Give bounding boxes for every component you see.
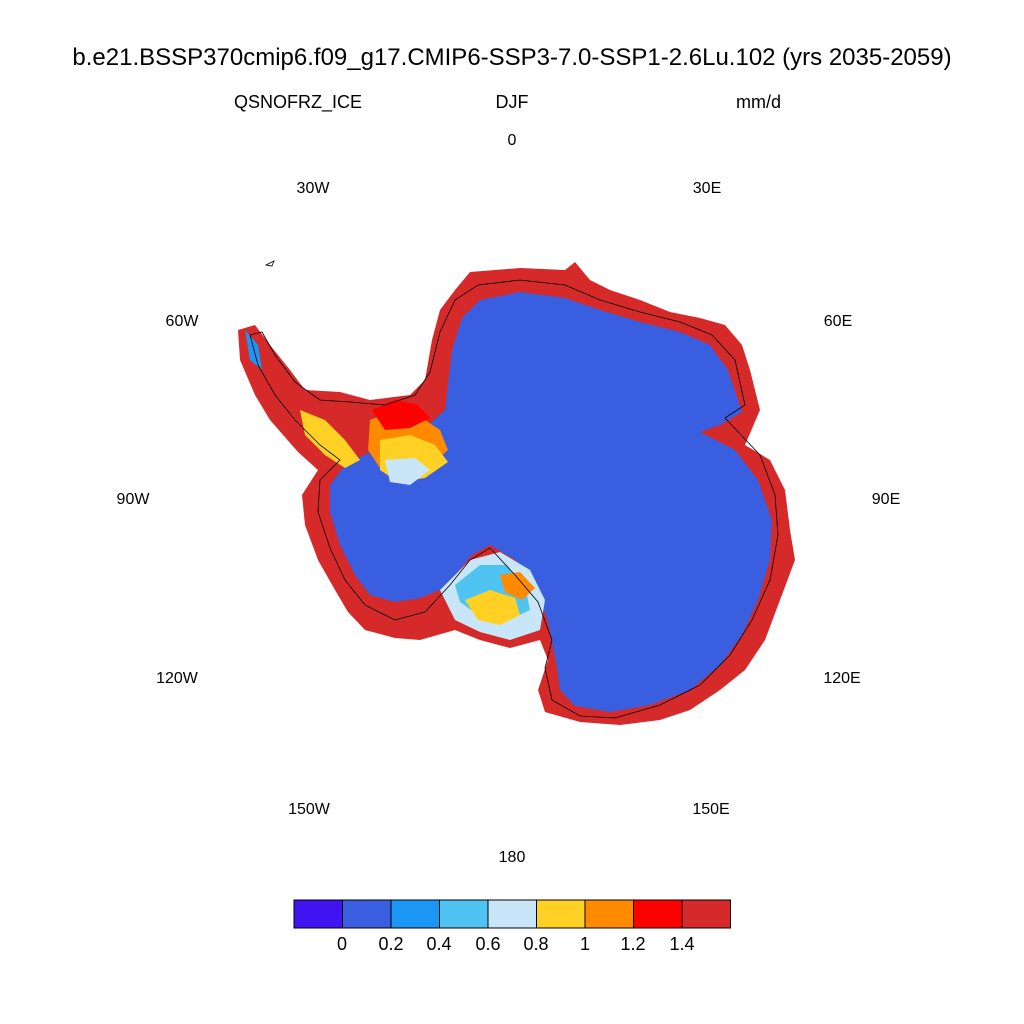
peninsula-inner [300, 410, 360, 468]
lon-label-120w: 120W [156, 670, 198, 687]
weddell-light [385, 458, 430, 485]
lon-label-30w: 30W [296, 180, 330, 197]
colorbar-label: 0 [336, 934, 348, 954]
lon-label-60w: 60W [165, 313, 199, 330]
colorbar-label: 0.6 [475, 934, 501, 954]
colorbar-label: 0.8 [523, 934, 549, 954]
ross-yellow [465, 590, 520, 625]
lon-label-60e: 60E [823, 313, 853, 330]
ross-orange [500, 572, 535, 600]
island-outline [264, 260, 275, 267]
peninsula-blue [245, 330, 262, 370]
lon-label-0: 0 [507, 132, 517, 149]
lon-label-150e: 150E [692, 801, 730, 818]
lon-label-120e: 120E [823, 670, 861, 687]
season-label: DJF [495, 92, 529, 112]
colorbar-label: 1 [579, 934, 591, 954]
variable-label: QSNOFRZ_ICE [234, 92, 363, 112]
lon-label-30e: 30E [692, 180, 722, 197]
colorbar-label: 0.4 [426, 934, 452, 954]
weddell-red [372, 400, 430, 430]
colorbar-label: 1.2 [620, 934, 646, 954]
units-label: mm/d [736, 92, 781, 112]
colorbar-label: 1.4 [669, 934, 695, 954]
lon-label-90e: 90E [871, 491, 901, 508]
colorbar-label: 0.2 [378, 934, 404, 954]
plot-title: b.e21.BSSP370cmip6.f09_g17.CMIP6-SSP3-7.… [72, 44, 952, 71]
interior-ice [330, 292, 772, 712]
coastline [249, 279, 779, 719]
lon-label-150w: 150W [288, 801, 330, 818]
lon-label-180: 180 [498, 849, 526, 866]
lon-label-90w: 90W [116, 491, 150, 508]
